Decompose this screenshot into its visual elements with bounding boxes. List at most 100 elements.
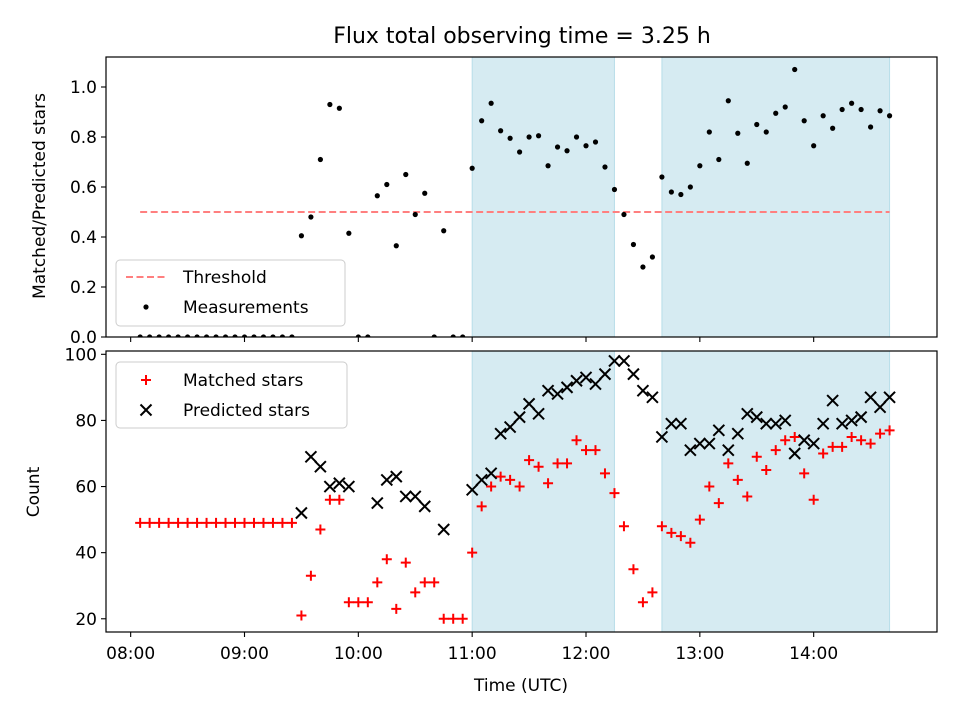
- data-point: [713, 498, 724, 509]
- data-point: [820, 113, 826, 119]
- data-point: [770, 445, 781, 456]
- data-point: [722, 443, 735, 457]
- top-panel: 0.0 0.2 0.4 0.6 0.8 1.0 Threshold Measurements: [70, 56, 938, 348]
- legend-measurements-label: Measurements: [183, 298, 309, 318]
- data-point: [807, 437, 820, 450]
- data-point: [811, 143, 817, 149]
- data-point: [846, 431, 857, 442]
- data-point: [637, 597, 648, 608]
- data-point: [296, 610, 307, 621]
- data-point: [336, 105, 342, 111]
- x-tick-label: 13:00: [675, 644, 724, 664]
- data-point: [647, 587, 658, 598]
- data-point: [289, 334, 295, 337]
- data-point: [751, 451, 762, 462]
- data-point: [827, 441, 838, 452]
- data-point: [517, 149, 523, 155]
- data-point: [685, 537, 696, 548]
- data-point: [773, 110, 779, 116]
- data-point: [782, 104, 788, 110]
- data-point: [845, 414, 858, 427]
- data-point: [533, 461, 544, 472]
- data-point: [837, 441, 848, 452]
- data-point: [163, 517, 174, 528]
- data-point: [684, 443, 697, 457]
- data-point: [194, 334, 200, 337]
- data-point: [573, 134, 580, 140]
- data-point: [241, 334, 248, 337]
- data-point: [873, 400, 887, 414]
- data-point: [450, 334, 456, 337]
- legend-box: [115, 259, 346, 327]
- observing-window-1: [471, 351, 615, 632]
- data-point: [564, 148, 570, 154]
- data-point: [380, 473, 394, 487]
- data-point: [839, 106, 845, 113]
- axes-frame: [105, 350, 938, 633]
- legend-box: [115, 361, 348, 429]
- data-point: [640, 264, 646, 270]
- series-1: [137, 66, 893, 337]
- data-point: [494, 427, 507, 440]
- data-point: [419, 577, 430, 588]
- x-tick-label: 14:00: [789, 644, 838, 664]
- data-point: [706, 129, 712, 135]
- data-point: [173, 517, 184, 528]
- data-point: [505, 474, 516, 485]
- data-point: [750, 410, 763, 424]
- data-point: [327, 101, 333, 108]
- data-point: [267, 517, 278, 528]
- data-point: [655, 430, 669, 444]
- data-point: [507, 135, 513, 141]
- axes-frame: [105, 56, 938, 338]
- data-point: [761, 465, 772, 476]
- data-point: [279, 334, 286, 337]
- data-point: [154, 517, 165, 528]
- legend: Matched stars Predicted stars: [115, 361, 348, 429]
- data-point: [675, 531, 686, 542]
- y-tick-label: 0.0: [70, 328, 97, 348]
- data-point: [399, 490, 412, 503]
- data-point: [484, 467, 498, 480]
- data-point: [448, 613, 459, 624]
- data-point: [818, 448, 829, 459]
- data-point: [390, 470, 403, 483]
- data-point: [856, 435, 867, 446]
- data-point: [232, 334, 238, 337]
- data-point: [732, 474, 743, 485]
- data-point: [469, 165, 475, 171]
- data-point: [437, 523, 450, 536]
- data-point: [324, 494, 335, 505]
- data-point: [627, 367, 640, 381]
- data-point: [532, 407, 545, 421]
- data-point: [391, 603, 402, 614]
- data-point: [270, 334, 276, 337]
- y-tick-label: 20: [75, 610, 97, 630]
- data-point: [579, 371, 593, 384]
- data-point: [371, 496, 384, 510]
- data-point: [543, 478, 554, 489]
- data-point: [479, 118, 485, 124]
- data-point: [867, 124, 874, 130]
- data-point: [769, 417, 782, 430]
- data-point: [465, 483, 479, 497]
- data-point: [712, 424, 726, 437]
- data-point: [649, 254, 656, 260]
- data-point: [792, 66, 798, 73]
- data-point: [589, 377, 602, 391]
- data-point: [602, 164, 608, 170]
- data-point: [315, 524, 326, 535]
- data-point: [694, 514, 705, 525]
- data-point: [598, 367, 612, 381]
- data-point: [646, 391, 659, 404]
- data-point: [886, 113, 893, 119]
- data-point: [429, 577, 440, 588]
- data-point: [741, 407, 754, 421]
- legend: Threshold Measurements: [115, 259, 346, 327]
- data-point: [403, 171, 409, 178]
- data-point: [412, 211, 418, 218]
- bottom-y-axis-label: Count: [24, 466, 44, 517]
- data-point: [760, 417, 773, 430]
- x-tick-label: 11:00: [448, 644, 497, 664]
